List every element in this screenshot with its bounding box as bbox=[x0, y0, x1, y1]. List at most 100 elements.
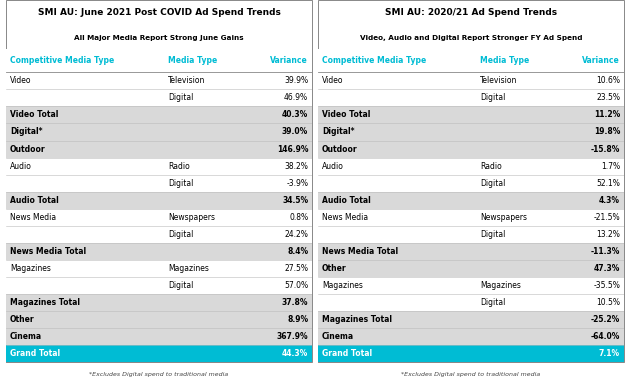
Text: 13.2%: 13.2% bbox=[596, 230, 620, 239]
Text: 57.0%: 57.0% bbox=[284, 281, 308, 290]
Text: Digital: Digital bbox=[168, 93, 193, 102]
Text: -25.2%: -25.2% bbox=[591, 315, 620, 324]
Text: Variance: Variance bbox=[270, 56, 308, 65]
Bar bbox=[6, 141, 312, 157]
Text: Newspapers: Newspapers bbox=[480, 213, 527, 222]
Bar bbox=[6, 209, 312, 226]
Text: 37.8%: 37.8% bbox=[282, 298, 308, 307]
Text: 1.7%: 1.7% bbox=[601, 162, 620, 170]
Text: Magazines: Magazines bbox=[168, 264, 209, 273]
Text: Television: Television bbox=[168, 76, 205, 85]
Text: -64.0%: -64.0% bbox=[591, 332, 620, 341]
Text: 47.3%: 47.3% bbox=[593, 264, 620, 273]
Bar bbox=[6, 72, 312, 89]
Bar bbox=[6, 192, 312, 209]
Bar bbox=[6, 243, 312, 260]
Text: Competitive Media Type: Competitive Media Type bbox=[322, 56, 426, 65]
Bar bbox=[6, 260, 312, 277]
Bar bbox=[6, 311, 312, 328]
Text: SMI AU: June 2021 Post COVID Ad Spend Trends: SMI AU: June 2021 Post COVID Ad Spend Tr… bbox=[38, 8, 280, 17]
Text: Digital*: Digital* bbox=[10, 128, 42, 136]
Bar bbox=[318, 106, 624, 123]
Text: 367.9%: 367.9% bbox=[277, 332, 308, 341]
Text: Digital: Digital bbox=[480, 230, 505, 239]
Text: Video: Video bbox=[10, 76, 32, 85]
Text: Magazines: Magazines bbox=[322, 281, 363, 290]
Text: Magazines: Magazines bbox=[480, 281, 521, 290]
Text: 40.3%: 40.3% bbox=[282, 110, 308, 119]
Bar bbox=[6, 277, 312, 294]
Text: 38.2%: 38.2% bbox=[284, 162, 308, 170]
Text: Digital: Digital bbox=[480, 178, 505, 188]
Text: -35.5%: -35.5% bbox=[593, 281, 620, 290]
Bar bbox=[318, 141, 624, 157]
Bar bbox=[6, 226, 312, 243]
Text: 39.0%: 39.0% bbox=[282, 128, 308, 136]
Bar bbox=[318, 175, 624, 192]
Text: Video: Video bbox=[322, 76, 343, 85]
Bar bbox=[318, 72, 624, 89]
Text: Television: Television bbox=[480, 76, 517, 85]
Text: *Excludes Digital spend to traditional media: *Excludes Digital spend to traditional m… bbox=[401, 372, 541, 376]
Text: Digital*: Digital* bbox=[322, 128, 354, 136]
Text: News Media: News Media bbox=[322, 213, 368, 222]
Text: 10.5%: 10.5% bbox=[596, 298, 620, 307]
Text: Cinema: Cinema bbox=[322, 332, 354, 341]
Text: 8.9%: 8.9% bbox=[287, 315, 308, 324]
Text: -3.9%: -3.9% bbox=[286, 178, 308, 188]
Bar bbox=[318, 243, 624, 260]
Bar bbox=[318, 209, 624, 226]
Text: Digital: Digital bbox=[168, 281, 193, 290]
Bar bbox=[6, 175, 312, 192]
Text: Radio: Radio bbox=[168, 162, 190, 170]
Text: Video Total: Video Total bbox=[322, 110, 370, 119]
Text: All Major Media Report Strong June Gains: All Major Media Report Strong June Gains bbox=[74, 35, 244, 41]
Text: 23.5%: 23.5% bbox=[596, 93, 620, 102]
Text: Media Type: Media Type bbox=[480, 56, 529, 65]
Text: Other: Other bbox=[10, 315, 35, 324]
Text: Audio: Audio bbox=[322, 162, 344, 170]
Text: 10.6%: 10.6% bbox=[596, 76, 620, 85]
Text: 19.8%: 19.8% bbox=[593, 128, 620, 136]
Bar bbox=[6, 345, 312, 362]
Text: Cinema: Cinema bbox=[10, 332, 42, 341]
Text: Digital: Digital bbox=[168, 230, 193, 239]
Text: 24.2%: 24.2% bbox=[284, 230, 308, 239]
Text: News Media Total: News Media Total bbox=[322, 247, 398, 256]
Text: SMI AU: 2020/21 Ad Spend Trends: SMI AU: 2020/21 Ad Spend Trends bbox=[385, 8, 557, 17]
Text: Digital: Digital bbox=[480, 298, 505, 307]
Text: -11.3%: -11.3% bbox=[591, 247, 620, 256]
Bar bbox=[318, 192, 624, 209]
Text: 39.9%: 39.9% bbox=[284, 76, 308, 85]
Text: Outdoor: Outdoor bbox=[10, 144, 45, 154]
Bar bbox=[318, 328, 624, 345]
Bar bbox=[318, 226, 624, 243]
Text: Video, Audio and Digital Report Stronger FY Ad Spend: Video, Audio and Digital Report Stronger… bbox=[360, 35, 582, 41]
Text: Digital: Digital bbox=[480, 93, 505, 102]
Bar bbox=[318, 311, 624, 328]
Text: 52.1%: 52.1% bbox=[596, 178, 620, 188]
Text: Magazines Total: Magazines Total bbox=[10, 298, 80, 307]
Text: Digital: Digital bbox=[168, 178, 193, 188]
Text: Outdoor: Outdoor bbox=[322, 144, 357, 154]
Text: *Excludes Digital spend to traditional media: *Excludes Digital spend to traditional m… bbox=[89, 372, 229, 376]
Bar bbox=[6, 106, 312, 123]
Bar bbox=[318, 345, 624, 362]
Text: 46.9%: 46.9% bbox=[284, 93, 308, 102]
Text: Media Type: Media Type bbox=[168, 56, 217, 65]
Bar bbox=[318, 294, 624, 311]
Bar bbox=[6, 328, 312, 345]
Text: Audio Total: Audio Total bbox=[10, 196, 59, 205]
Bar bbox=[6, 89, 312, 106]
Text: Video Total: Video Total bbox=[10, 110, 59, 119]
Text: Competitive Media Type: Competitive Media Type bbox=[10, 56, 114, 65]
Text: 34.5%: 34.5% bbox=[282, 196, 308, 205]
Bar bbox=[6, 49, 312, 72]
Text: Magazines: Magazines bbox=[10, 264, 51, 273]
Bar bbox=[318, 277, 624, 294]
Bar bbox=[318, 49, 624, 72]
Text: Magazines Total: Magazines Total bbox=[322, 315, 392, 324]
Bar bbox=[6, 157, 312, 175]
Text: Other: Other bbox=[322, 264, 346, 273]
Bar bbox=[6, 294, 312, 311]
